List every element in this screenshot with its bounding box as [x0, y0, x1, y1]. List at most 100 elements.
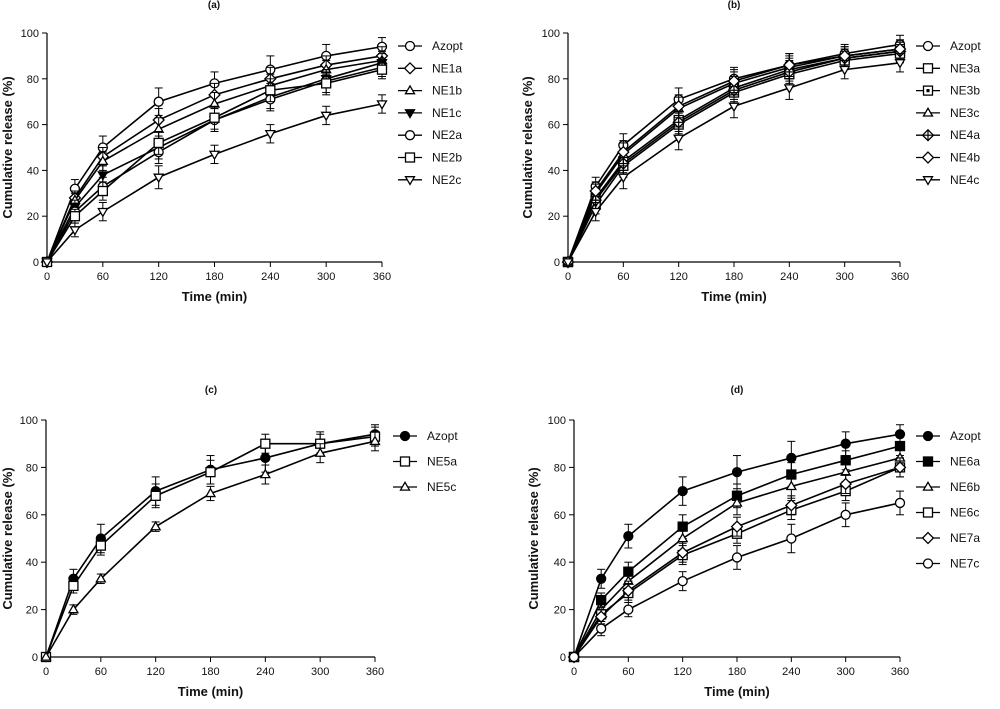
y-tick-label: 20 — [554, 605, 566, 617]
legend-label: NE2c — [432, 173, 461, 187]
series-line — [567, 43, 901, 263]
data-point — [260, 438, 271, 449]
legend-item-ne5c: NE5c — [393, 480, 456, 494]
legend-marker — [404, 109, 416, 119]
legend-item-ne5a: NE5a — [393, 455, 457, 469]
legend-marker — [399, 481, 411, 491]
legend-label: NE5a — [427, 455, 457, 469]
series-line — [45, 435, 376, 658]
legend-label: NE3a — [950, 61, 980, 75]
legend-item-ne6a: NE6a — [916, 455, 980, 469]
x-tick-label: 0 — [43, 666, 49, 678]
legend-marker — [922, 176, 934, 186]
legend-label: NE7a — [950, 531, 980, 545]
data-point — [97, 171, 109, 181]
data-point — [208, 150, 221, 161]
legend-marker — [399, 430, 411, 442]
data-point — [622, 584, 635, 597]
data-point — [731, 496, 743, 507]
x-tick-label: 360 — [891, 271, 909, 283]
data-point — [321, 78, 332, 89]
data-point — [562, 258, 574, 268]
legend-marker — [404, 84, 416, 95]
legend-item-ne3b: NE3b — [916, 84, 980, 98]
series-ne5c — [40, 431, 381, 661]
data-point — [840, 438, 851, 449]
x-tick-label: 360 — [366, 666, 384, 678]
x-tick-label: 120 — [673, 666, 691, 678]
series-line — [573, 433, 901, 658]
legend-item-azopt: Azopt — [916, 429, 981, 443]
y-axis-label: Cumulative release (%) — [520, 76, 535, 218]
data-point — [150, 520, 162, 531]
data-point — [589, 184, 602, 198]
data-point — [894, 497, 906, 509]
legend-item-ne3c: NE3c — [916, 106, 979, 120]
x-axis-label: Time (min) — [704, 684, 770, 699]
x-tick-label: 120 — [669, 271, 687, 283]
data-point — [623, 530, 634, 542]
data-point — [786, 533, 797, 544]
data-point — [839, 65, 851, 76]
y-tick-label: 20 — [548, 211, 560, 223]
y-tick-label: 100 — [21, 28, 39, 40]
data-point — [153, 173, 165, 184]
x-tick-label: 300 — [311, 666, 329, 678]
legend-label: NE2a — [432, 128, 462, 142]
data-point — [153, 96, 164, 107]
series-line — [567, 50, 901, 263]
data-point — [672, 99, 685, 113]
legend-label: NE7c — [950, 557, 979, 571]
legend-label: NE1c — [432, 106, 461, 120]
legend-label: NE5c — [427, 480, 456, 494]
panel-b: (b) 0 60 120 180 240 300 360 0 20 40 60 80 100 Time (m… — [520, 0, 981, 304]
data-point — [376, 64, 388, 75]
panel-title: (d) — [731, 385, 744, 396]
y-tick-label: 40 — [548, 165, 560, 177]
panel-title: (c) — [205, 385, 217, 396]
data-point — [617, 173, 629, 184]
legend-label: NE1a — [432, 61, 462, 75]
legend-item-ne2b: NE2b — [398, 151, 462, 165]
legend-label: Azopt — [950, 39, 981, 53]
y-tick-label: 40 — [26, 557, 38, 569]
legend-marker — [404, 130, 416, 141]
y-tick-label: 40 — [554, 557, 566, 569]
legend-label: NE2b — [432, 151, 462, 165]
legend-item-ne1b: NE1b — [398, 84, 462, 98]
data-point — [260, 452, 271, 464]
x-tick-label: 300 — [835, 271, 853, 283]
data-point — [40, 651, 52, 661]
legend-marker — [403, 61, 417, 75]
x-axis-label: Time (min) — [182, 289, 248, 304]
data-point — [204, 487, 217, 498]
legend-marker — [921, 531, 935, 545]
legend-marker — [922, 558, 934, 569]
data-point — [590, 207, 602, 218]
legend-label: NE6a — [950, 455, 980, 469]
data-point — [205, 466, 216, 478]
x-tick-label: 240 — [261, 271, 279, 283]
legend-marker — [922, 106, 934, 117]
y-tick-label: 60 — [27, 120, 39, 132]
data-point — [568, 651, 580, 663]
data-point — [69, 226, 81, 236]
series-line — [46, 45, 383, 263]
legend-item-ne3a: NE3a — [916, 61, 980, 75]
x-tick-label: 120 — [146, 666, 164, 678]
x-tick-label: 360 — [891, 666, 909, 678]
y-tick-label: 80 — [554, 462, 566, 474]
data-point — [67, 603, 80, 614]
y-tick-label: 0 — [560, 652, 566, 664]
legend-item-ne1a: NE1a — [398, 61, 462, 75]
data-point — [840, 509, 851, 520]
data-point — [41, 258, 53, 268]
data-point — [97, 207, 109, 218]
legend-marker — [404, 152, 416, 163]
x-tick-label: 240 — [256, 666, 274, 678]
series-ne4c — [562, 53, 906, 268]
legend-marker — [922, 507, 934, 518]
series-line — [45, 433, 376, 658]
series-ne7c — [568, 490, 906, 663]
